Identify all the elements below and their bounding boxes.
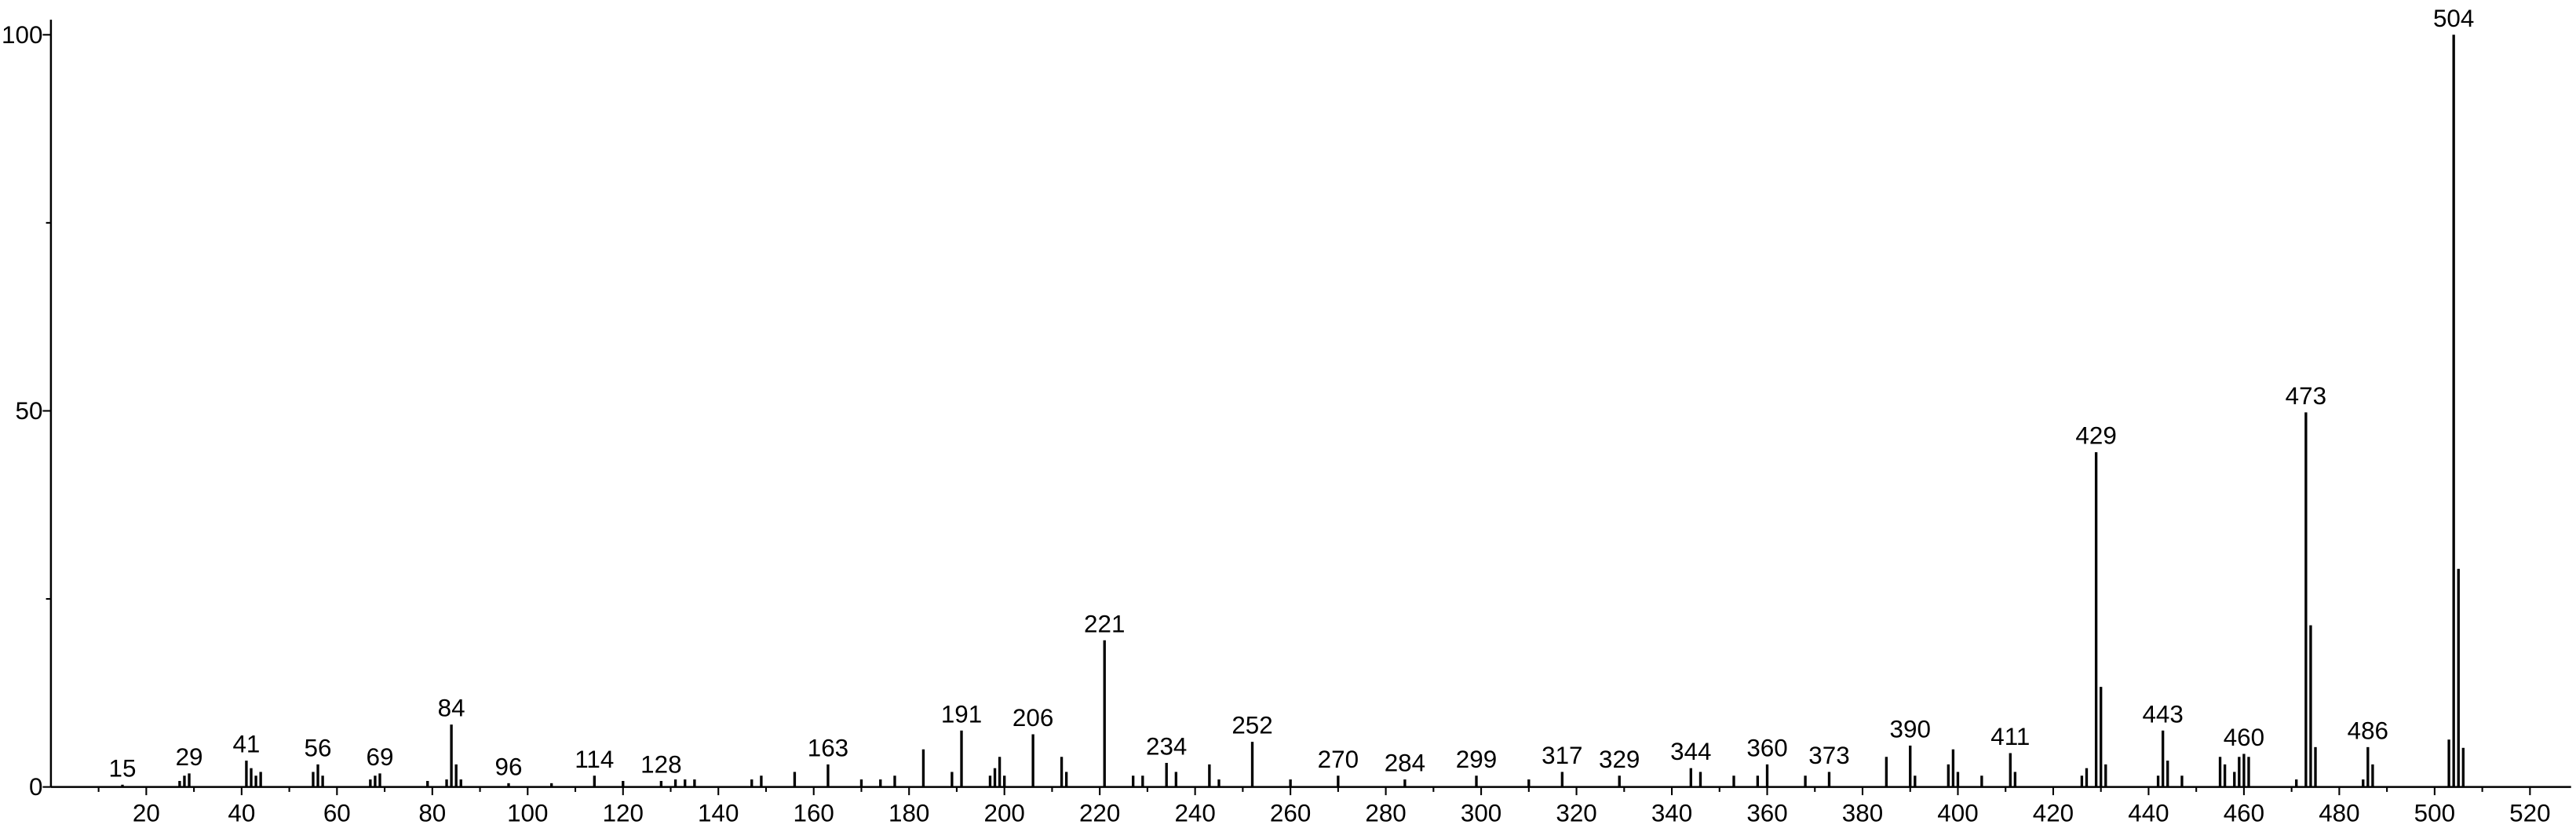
peak-label: 69 — [367, 743, 394, 771]
y-tick-label: 50 — [16, 397, 43, 425]
peak-label: 84 — [438, 695, 465, 722]
peak-label: 504 — [2433, 5, 2474, 32]
x-tick-label: 320 — [1556, 800, 1596, 827]
peak-label: 114 — [575, 746, 614, 773]
peak-label: 96 — [495, 753, 523, 780]
peak-label: 429 — [2075, 422, 2116, 450]
x-tick-label: 100 — [507, 800, 548, 827]
peak-label: 460 — [2224, 724, 2264, 751]
peak-label: 299 — [1456, 746, 1497, 773]
peak-label: 252 — [1231, 712, 1272, 739]
x-tick-label: 40 — [228, 800, 255, 827]
x-tick-label: 500 — [2414, 800, 2455, 827]
x-tick-label: 220 — [1079, 800, 1120, 827]
x-tick-label: 240 — [1174, 800, 1215, 827]
peak-label: 206 — [1013, 704, 1053, 732]
peak-label: 373 — [1808, 742, 1849, 769]
peak-label: 270 — [1318, 746, 1359, 773]
y-tick-label: 0 — [29, 773, 42, 801]
peak-label: 443 — [2142, 700, 2183, 728]
x-tick-label: 440 — [2128, 800, 2169, 827]
x-tick-label: 120 — [603, 800, 644, 827]
x-tick-label: 60 — [323, 800, 351, 827]
peak-label: 191 — [941, 700, 982, 728]
peak-label: 41 — [232, 731, 260, 758]
peak-label: 317 — [1542, 742, 1582, 769]
x-tick-label: 480 — [2319, 800, 2359, 827]
peak-label: 360 — [1746, 734, 1787, 761]
peak-label: 473 — [2286, 382, 2326, 410]
x-tick-label: 20 — [133, 800, 160, 827]
peak-label: 344 — [1670, 738, 1711, 765]
x-tick-label: 360 — [1746, 800, 1787, 827]
peak-label: 329 — [1599, 746, 1640, 773]
x-tick-label: 380 — [1842, 800, 1883, 827]
peak-label: 486 — [2348, 717, 2388, 744]
peak-label: 15 — [109, 754, 137, 782]
x-tick-label: 520 — [2509, 800, 2550, 827]
peak-label: 163 — [808, 734, 848, 761]
x-tick-label: 80 — [418, 800, 446, 827]
x-tick-label: 140 — [698, 800, 739, 827]
peak-label: 128 — [640, 750, 681, 778]
x-tick-label: 300 — [1461, 800, 1501, 827]
peak-label: 221 — [1084, 610, 1125, 637]
peak-label: 284 — [1385, 750, 1425, 777]
peak-label: 390 — [1890, 715, 1931, 743]
x-tick-label: 200 — [984, 800, 1025, 827]
y-tick-label: 100 — [2, 21, 42, 49]
x-tick-label: 460 — [2224, 800, 2264, 827]
x-tick-label: 160 — [794, 800, 834, 827]
peak-label: 56 — [305, 734, 332, 761]
x-tick-label: 420 — [2033, 800, 2074, 827]
peak-label: 234 — [1146, 732, 1187, 760]
x-tick-label: 260 — [1270, 800, 1311, 827]
peak-label: 411 — [1990, 723, 2030, 750]
x-tick-label: 280 — [1365, 800, 1406, 827]
x-tick-label: 180 — [888, 800, 929, 827]
x-tick-label: 340 — [1651, 800, 1692, 827]
peak-label: 29 — [176, 743, 203, 771]
x-tick-label: 400 — [1937, 800, 1978, 827]
